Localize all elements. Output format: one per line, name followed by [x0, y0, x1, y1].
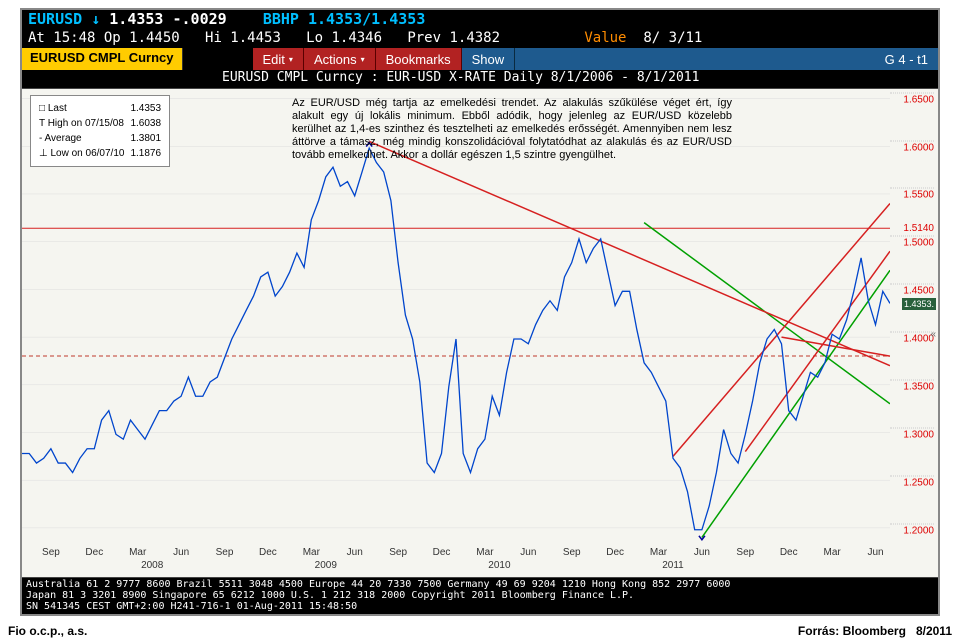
menu-bar: EURUSD CMPL Curncy Edit▾ Actions▾ Bookma…	[22, 48, 938, 70]
ticker-input[interactable]: EURUSD CMPL Curncy	[22, 48, 183, 70]
hi: Hi 1.4453	[205, 30, 281, 46]
menu-show[interactable]: Show	[462, 48, 516, 70]
footer-source: Forrás: Bloomberg	[798, 624, 906, 638]
menu-bookmarks[interactable]: Bookmarks	[376, 48, 462, 70]
chevron-down-icon: ▾	[361, 55, 365, 64]
chart-area[interactable]: □ Last1.4353T High on 07/15/081.6038- Av…	[22, 88, 938, 578]
terminal-footer: Australia 61 2 9777 8600 Brazil 5511 304…	[22, 578, 938, 613]
bloomberg-terminal: EURUSD ↓ 1.4353 -.0029 BBHP 1.4353/1.435…	[20, 8, 940, 616]
chevron-down-icon: ▾	[289, 55, 293, 64]
menu-actions[interactable]: Actions▾	[304, 48, 376, 70]
quote-line-2: At 15:48 Op 1.4450 Hi 1.4453 Lo 1.4346 P…	[22, 30, 938, 48]
footer-line-1: Australia 61 2 9777 8600 Brazil 5511 304…	[26, 579, 934, 590]
plot-region	[22, 89, 890, 547]
bbhp: BBHP 1.4353/1.4353	[263, 10, 426, 28]
lo: Lo 1.4346	[306, 30, 382, 46]
price: 1.4353	[109, 10, 172, 28]
symbol: EURUSD ↓	[28, 10, 100, 28]
quote-line-1: EURUSD ↓ 1.4353 -.0029 BBHP 1.4353/1.435…	[22, 10, 938, 30]
footer-line-3: SN 541345 CEST GMT+2:00 H241-716-1 01-Au…	[26, 601, 934, 612]
value-date: 8/ 3/11	[643, 30, 702, 46]
menu-gt[interactable]: G 4 - t1	[875, 48, 938, 70]
x-axis: SepDecMarJunSepDecMarJunSepDecMarJunSepD…	[22, 547, 890, 577]
y-axis: 1.65001.60001.55001.50001.45001.40001.35…	[890, 89, 938, 547]
prev: Prev 1.4382	[407, 30, 500, 46]
chart-svg	[22, 89, 890, 547]
chart-caption: EURUSD CMPL Curncy : EUR-USD X-RATE Dail…	[22, 70, 938, 88]
footer-left: Fio o.c.p., a.s.	[8, 624, 87, 638]
footer-line-2: Japan 81 3 3201 8900 Singapore 65 6212 1…	[26, 590, 934, 601]
change: -.0029	[173, 10, 227, 28]
footer-date: 8/2011	[916, 624, 952, 638]
page-footer: Fio o.c.p., a.s. Forrás: Bloomberg 8/201…	[0, 622, 960, 640]
menu-edit[interactable]: Edit▾	[253, 48, 304, 70]
value-label: Value	[584, 30, 626, 46]
at-open: At 15:48 Op 1.4450	[28, 30, 180, 46]
